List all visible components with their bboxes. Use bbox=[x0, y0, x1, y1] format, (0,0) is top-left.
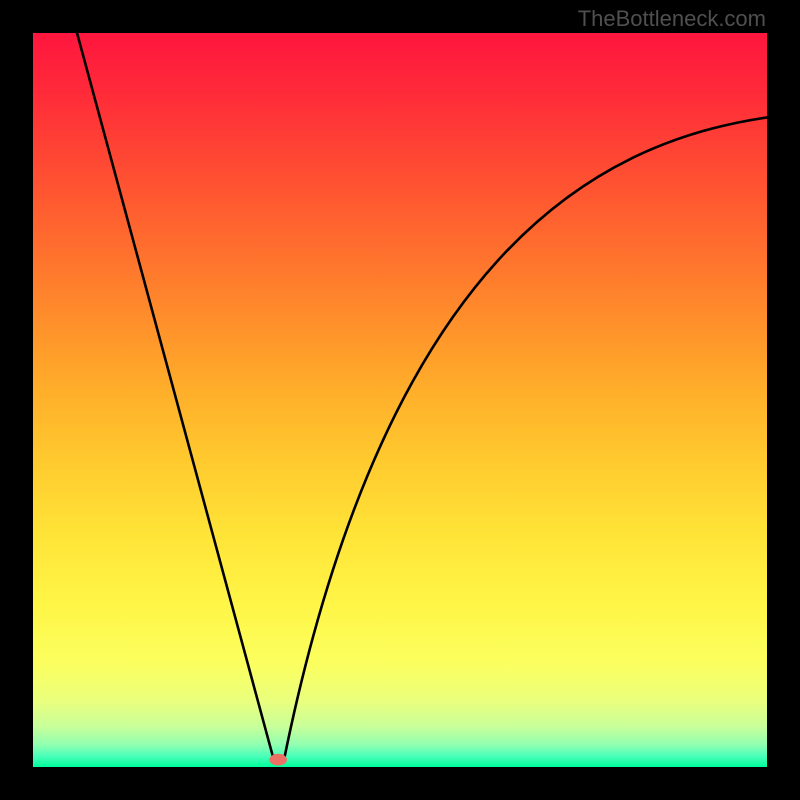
watermark-text: TheBottleneck.com bbox=[578, 6, 766, 32]
chart-frame: TheBottleneck.com bbox=[0, 0, 800, 800]
chart-svg bbox=[0, 0, 800, 800]
minimum-marker bbox=[269, 754, 287, 766]
plot-background bbox=[33, 33, 767, 767]
